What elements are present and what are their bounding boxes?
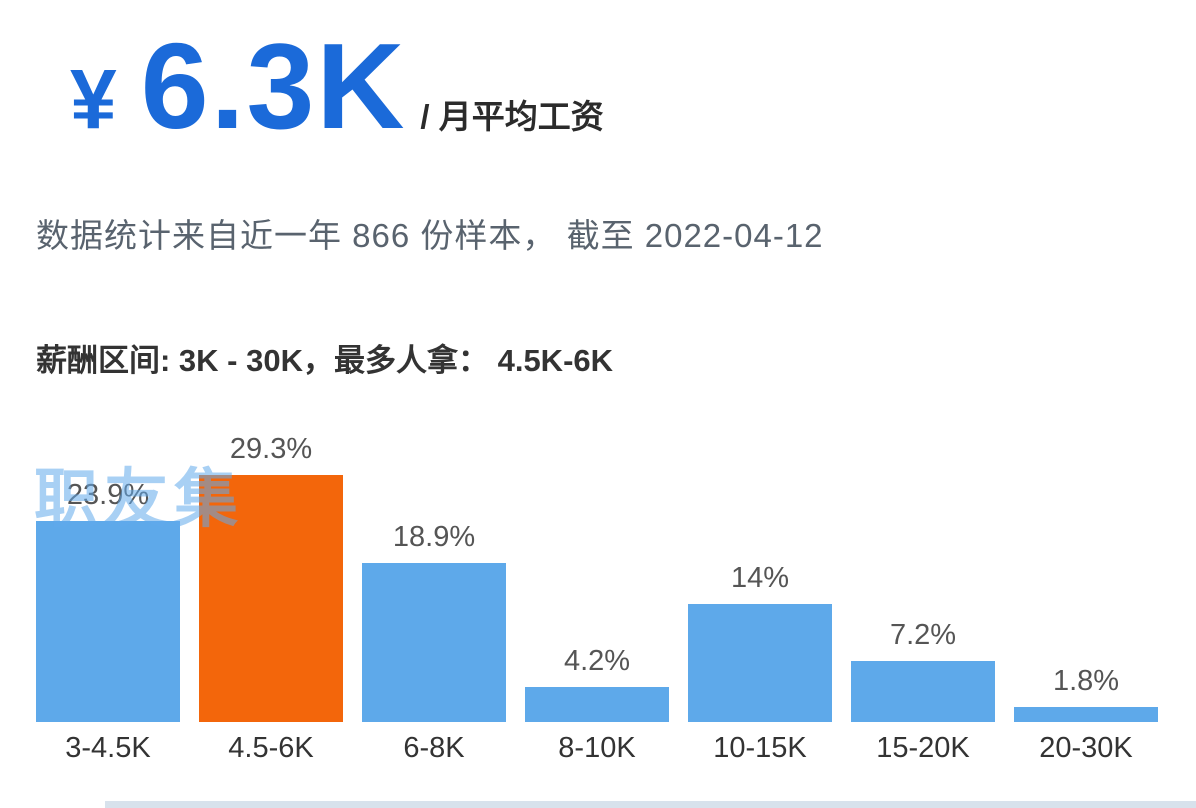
bar-category-label: 8-10K — [558, 732, 636, 765]
bar-value-label: 7.2% — [889, 618, 957, 651]
bar-column: 29.3% 4.5-6K — [199, 433, 343, 766]
bar-value-label: 4.2% — [563, 644, 631, 677]
bar-category-label: 10-15K — [713, 732, 807, 765]
bar-column: 18.9% 6-8K — [362, 521, 506, 766]
sample-info-text: 数据统计来自近一年 866 份样本， 截至 2022-04-12 — [36, 216, 824, 254]
bar-category-label: 15-20K — [876, 732, 970, 765]
bar-value-label: 29.3% — [229, 432, 313, 465]
bar-value-label: 1.8% — [1052, 664, 1120, 697]
bar-column: 1.8% 20-30K — [1014, 665, 1158, 766]
chart-bar[interactable] — [199, 475, 343, 723]
bar-value-label: 18.9% — [392, 520, 476, 553]
bar-value-label: 23.9% — [66, 478, 150, 511]
salary-range-text: 薪酬区间: 3K - 30K，最多人拿： 4.5K-6K — [36, 342, 614, 378]
currency-symbol: ¥ — [70, 52, 117, 146]
bar-column: 23.9% 3-4.5K — [36, 479, 180, 766]
chart-bar[interactable] — [688, 604, 832, 723]
salary-distribution-chart: 职友集 23.9% 3-4.5K 29.3% 4.5-6K 18.9% 6-8K 4.2% 8… — [34, 408, 1158, 766]
chart-bar[interactable] — [36, 521, 180, 723]
chart-bar[interactable] — [851, 661, 995, 723]
chart-bar[interactable] — [362, 563, 506, 723]
chart-bar[interactable] — [525, 687, 669, 723]
average-salary-header: ¥ 6.3K / 月平均工资 — [0, 0, 1196, 155]
bar-category-label: 6-8K — [403, 732, 465, 765]
bar-value-label: 14% — [730, 561, 790, 594]
bar-column: 7.2% 15-20K — [851, 619, 995, 766]
bar-category-label: 3-4.5K — [65, 732, 151, 765]
average-salary-unit-label: / 月平均工资 — [420, 98, 604, 135]
average-salary-amount: 6.3K — [140, 18, 407, 154]
bar-category-label: 4.5-6K — [228, 732, 314, 765]
chart-bar[interactable] — [1014, 707, 1158, 723]
bottom-divider — [105, 801, 1196, 808]
bar-category-label: 20-30K — [1039, 732, 1133, 765]
bar-column: 4.2% 8-10K — [525, 645, 669, 766]
bar-column: 14% 10-15K — [688, 562, 832, 766]
